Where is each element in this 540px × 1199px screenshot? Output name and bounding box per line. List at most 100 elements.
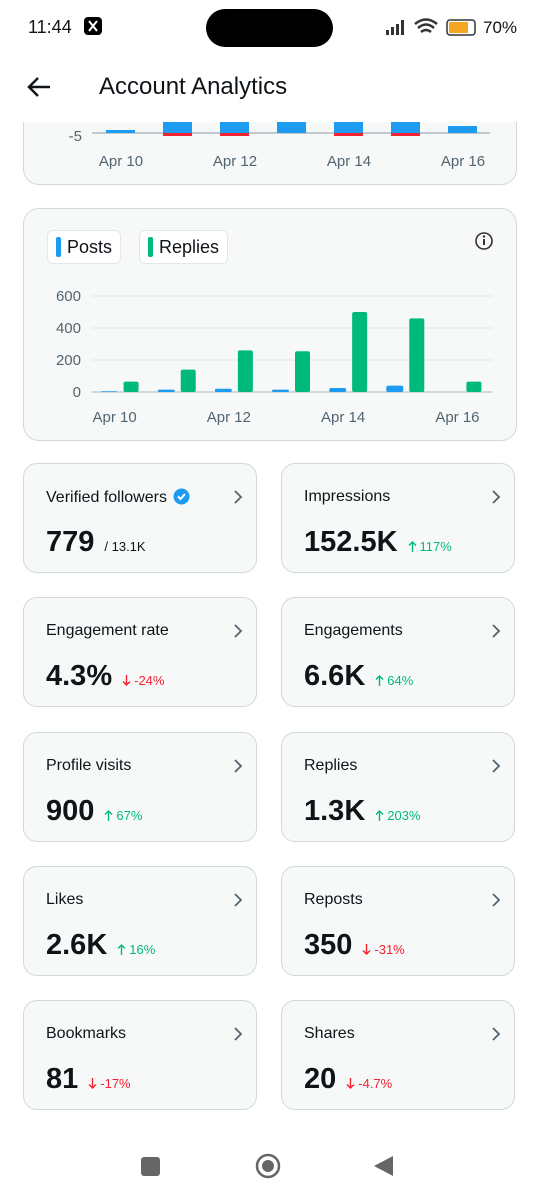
stat-change-text: -24% <box>134 673 165 689</box>
trend-arrow <box>122 675 131 687</box>
trend-arrow <box>346 1078 355 1090</box>
stat-change: 64% <box>375 673 413 688</box>
stat-label: Replies <box>304 757 357 775</box>
stat-card[interactable]: Engagement rate 4.3% -24% <box>23 597 257 708</box>
stat-value-text: 350 <box>304 928 353 961</box>
chevron-path <box>234 758 243 773</box>
stat-label-text: Engagements <box>304 622 403 640</box>
status-icons <box>386 18 476 36</box>
nav-bar <box>141 1153 393 1179</box>
stat-label-text: Reposts <box>304 890 363 908</box>
bar <box>409 318 425 392</box>
bar <box>157 389 175 392</box>
bar <box>352 312 368 392</box>
chart: 0 200 400 600 Apr 10 Apr 12 Apr 14 Apr 16 <box>56 232 493 426</box>
trend-arrow <box>375 809 384 821</box>
stat-value-text: 900 <box>46 794 95 827</box>
trend-arrow <box>362 943 371 955</box>
verified-badge <box>173 488 190 505</box>
bar <box>214 388 232 392</box>
legend-swatch <box>148 237 153 257</box>
stat-change: 67% <box>104 808 142 823</box>
stat-value: 152.5K 117% <box>304 526 452 559</box>
recents-button[interactable] <box>141 1157 160 1176</box>
top-chart: -5 Apr 10 Apr 12 Apr 14 Apr 16 <box>69 120 490 170</box>
stat-change-text: 117% <box>419 539 452 554</box>
stat-change-text: 64% <box>387 673 414 689</box>
stat-card[interactable]: Impressions 152.5K 117% <box>281 463 515 573</box>
stat-label-text: Profile visits <box>46 756 132 774</box>
back-button[interactable] <box>24 72 54 102</box>
x-tick-label: Apr 10 <box>92 409 136 426</box>
legend-item: Posts <box>47 230 122 264</box>
stat-change-text: 16% <box>129 941 156 957</box>
trend-arrow-path <box>117 943 126 955</box>
trend-arrow <box>117 943 126 955</box>
bar <box>466 381 482 392</box>
stat-label: Bookmarks <box>46 1025 126 1043</box>
stat-card[interactable]: Replies 1.3K 203% <box>281 731 515 842</box>
stat-value-text: 779 <box>46 526 95 558</box>
stat-value: 2.6K 16% <box>46 929 155 962</box>
stat-label-text: Bookmarks <box>46 1025 127 1043</box>
trend-arrow-path <box>362 943 371 955</box>
chevron-path <box>492 758 501 773</box>
stat-value: 20 -4.7% <box>304 1063 392 1096</box>
stat-label-text: Shares <box>304 1025 355 1043</box>
stat-change-text: -31% <box>374 941 405 957</box>
stat-value-text: 6.6K <box>304 660 366 693</box>
y-tick-label: 200 <box>56 352 81 369</box>
chevron <box>492 624 501 638</box>
x-tick-label: Apr 14 <box>327 153 371 170</box>
stat-label: Engagement rate <box>46 622 169 640</box>
chevron <box>492 758 501 773</box>
bar <box>123 381 139 392</box>
stat-card[interactable]: Shares 20 -4.7% <box>281 1000 515 1111</box>
battery-level: 70% <box>483 18 518 37</box>
x-app-icon <box>84 17 102 35</box>
trend-arrow-path <box>375 809 384 821</box>
stat-change-text: 67% <box>116 807 143 823</box>
chevron <box>234 490 243 504</box>
bar <box>272 389 289 392</box>
stat-card[interactable]: Likes 2.6K 16% <box>23 865 257 976</box>
stat-card[interactable]: Engagements 6.6K 64% <box>281 597 515 708</box>
x-tick-label: Apr 16 <box>435 409 479 426</box>
stat-value: 4.3% -24% <box>46 660 164 693</box>
stat-card[interactable]: Profile visits 900 67% <box>23 731 257 842</box>
bar <box>295 351 310 392</box>
stat-card[interactable]: Reposts 350 -31% <box>281 865 515 976</box>
badge-check <box>177 493 186 501</box>
y-tick-label: -5 <box>69 128 82 145</box>
camera-notch <box>206 9 333 47</box>
chevron <box>234 1027 243 1041</box>
chevron-path <box>234 1027 243 1041</box>
stat-change-text: -17% <box>100 1076 131 1092</box>
stat-change: -24% <box>122 673 164 688</box>
stat-change: 117% <box>408 539 452 554</box>
x-tick-label: Apr 16 <box>441 153 485 170</box>
trend-arrow-path <box>346 1078 355 1090</box>
stat-label: Likes <box>46 891 83 909</box>
bar <box>237 350 253 392</box>
stat-change-text: 203% <box>387 807 421 823</box>
stat-value: 900 67% <box>46 795 142 828</box>
stat-change: -17% <box>88 1076 131 1092</box>
stat-label-text: Verified followers <box>46 489 167 506</box>
back-nav-button[interactable] <box>374 1156 393 1176</box>
stat-card[interactable]: Verified followers 779 / 13.1K <box>23 463 257 573</box>
y-tick-label: 400 <box>56 320 81 337</box>
stat-card[interactable]: Bookmarks 81 -17% <box>23 1000 257 1111</box>
trend-arrow <box>104 809 113 821</box>
chevron <box>492 490 501 504</box>
home-button[interactable] <box>255 1153 281 1179</box>
x-tick-label: Apr 10 <box>99 153 143 170</box>
header: 11:44 70% Account Analytics <box>0 0 540 122</box>
stat-change: 203% <box>375 807 421 823</box>
bar <box>180 369 196 392</box>
trend-arrow <box>408 541 417 552</box>
stat-value: 6.6K 64% <box>304 660 413 693</box>
trend-arrow <box>375 675 384 687</box>
stat-value-text: 81 <box>46 1063 79 1096</box>
stat-label-text: Impressions <box>304 488 391 505</box>
